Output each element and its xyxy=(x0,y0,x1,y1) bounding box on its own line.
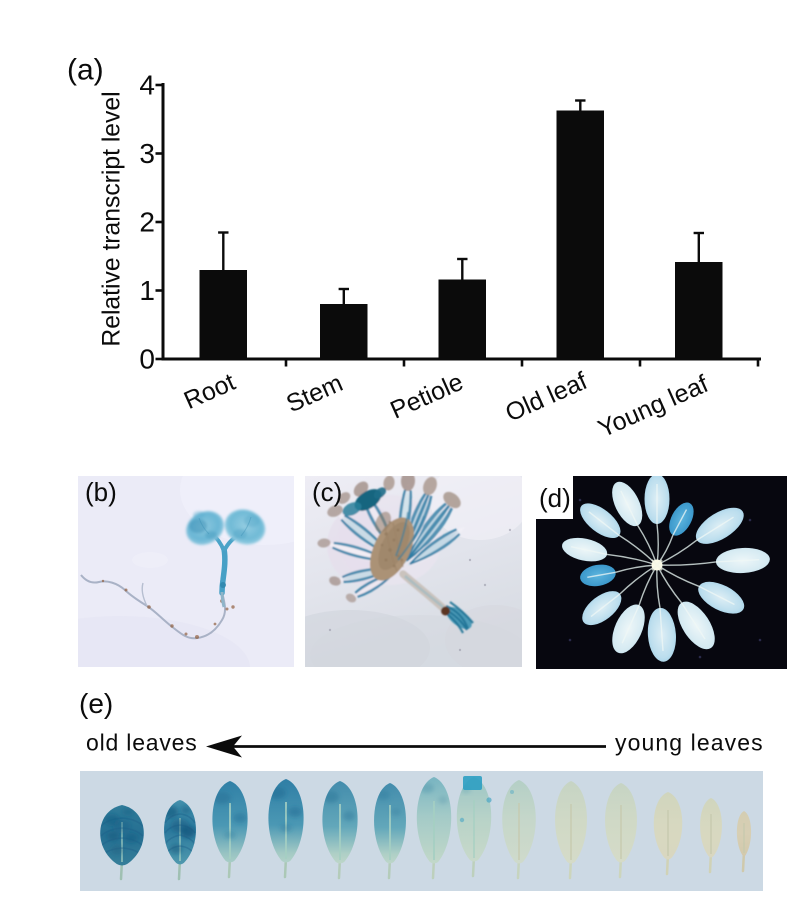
svg-text:4: 4 xyxy=(139,70,155,101)
svg-text:(d): (d) xyxy=(539,483,571,513)
svg-text:Relative transcript level: Relative transcript level xyxy=(99,91,126,346)
svg-text:(e): (e) xyxy=(79,688,113,719)
svg-text:0: 0 xyxy=(139,344,155,375)
svg-text:2: 2 xyxy=(139,207,155,238)
svg-text:(c): (c) xyxy=(312,477,342,507)
svg-text:(b): (b) xyxy=(85,477,117,507)
svg-text:(a): (a) xyxy=(67,54,104,87)
svg-text:1: 1 xyxy=(139,275,155,306)
svg-text:old leaves: old leaves xyxy=(86,730,198,756)
svg-text:3: 3 xyxy=(139,138,155,169)
svg-text:young leaves: young leaves xyxy=(615,730,764,756)
